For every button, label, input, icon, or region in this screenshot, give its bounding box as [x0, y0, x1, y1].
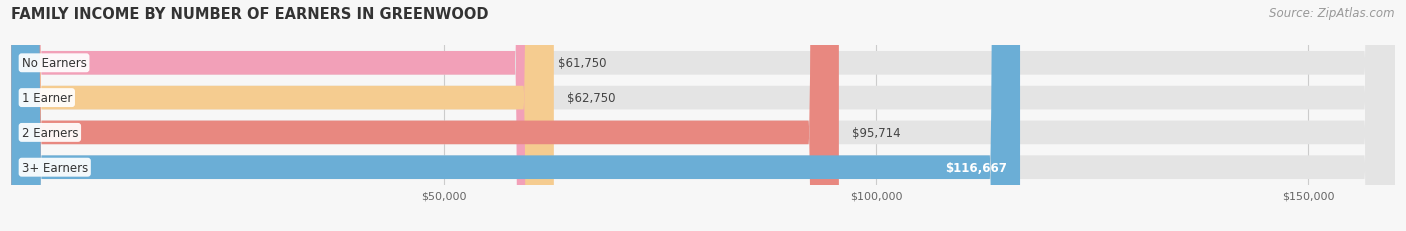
Text: FAMILY INCOME BY NUMBER OF EARNERS IN GREENWOOD: FAMILY INCOME BY NUMBER OF EARNERS IN GR… [11, 7, 489, 22]
FancyBboxPatch shape [11, 0, 1395, 231]
Text: $116,667: $116,667 [945, 161, 1007, 174]
Text: $62,750: $62,750 [567, 92, 616, 105]
FancyBboxPatch shape [11, 0, 546, 231]
FancyBboxPatch shape [11, 0, 1021, 231]
FancyBboxPatch shape [11, 0, 1395, 231]
FancyBboxPatch shape [11, 0, 554, 231]
Text: No Earners: No Earners [21, 57, 87, 70]
Text: Source: ZipAtlas.com: Source: ZipAtlas.com [1270, 7, 1395, 20]
Text: 1 Earner: 1 Earner [21, 92, 72, 105]
Text: $61,750: $61,750 [558, 57, 606, 70]
FancyBboxPatch shape [11, 0, 839, 231]
FancyBboxPatch shape [11, 0, 1395, 231]
Text: 3+ Earners: 3+ Earners [21, 161, 87, 174]
Text: $95,714: $95,714 [852, 126, 900, 139]
FancyBboxPatch shape [11, 0, 1395, 231]
Text: 2 Earners: 2 Earners [21, 126, 79, 139]
